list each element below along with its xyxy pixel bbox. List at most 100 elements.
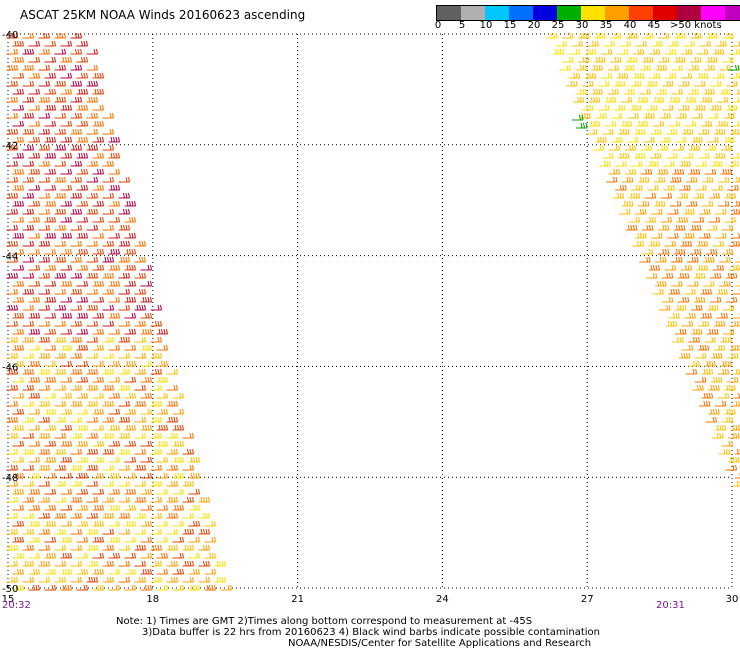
wind-barb bbox=[692, 192, 705, 199]
wind-barb bbox=[6, 128, 18, 135]
barb-flag bbox=[38, 40, 40, 47]
wind-barb bbox=[38, 544, 50, 551]
wind-barb bbox=[54, 480, 66, 487]
barb-flag bbox=[731, 160, 734, 167]
barb-flag bbox=[8, 368, 11, 375]
barb-flag bbox=[646, 96, 649, 103]
barb-flag bbox=[738, 240, 740, 247]
barb-flag bbox=[65, 408, 67, 415]
barb-flag bbox=[115, 472, 118, 479]
barb-flag bbox=[635, 184, 638, 191]
wind-barb bbox=[70, 272, 82, 279]
barb-flag bbox=[109, 288, 112, 295]
barb-flag bbox=[676, 208, 679, 215]
barb-flag bbox=[94, 408, 97, 415]
barb-flag bbox=[29, 512, 32, 519]
wind-barb bbox=[102, 336, 114, 343]
wind-barb bbox=[60, 56, 72, 63]
barb-flag bbox=[607, 48, 610, 55]
barb-flag bbox=[113, 424, 115, 431]
wind-barb bbox=[700, 288, 712, 295]
barb-flag bbox=[173, 560, 176, 567]
barb-flag bbox=[607, 104, 610, 111]
barb-flag bbox=[657, 64, 660, 71]
wind-barb bbox=[204, 536, 216, 543]
barb-flag bbox=[651, 248, 654, 255]
wind-barb bbox=[92, 280, 104, 287]
wind-barb bbox=[118, 480, 130, 487]
wind-barb bbox=[582, 80, 594, 87]
wind-barb bbox=[188, 504, 200, 511]
barb-flag bbox=[160, 432, 162, 439]
barb-flag bbox=[102, 232, 104, 239]
barb-flag bbox=[83, 568, 86, 575]
barb-flag bbox=[707, 88, 710, 95]
wind-barb bbox=[12, 56, 24, 63]
wind-barb bbox=[12, 328, 24, 335]
wind-barb bbox=[172, 472, 184, 479]
wind-barb bbox=[22, 80, 34, 87]
barb-flag bbox=[648, 80, 651, 87]
barb-flag bbox=[19, 376, 22, 383]
wind-barb bbox=[696, 48, 709, 55]
wind-barb bbox=[721, 248, 734, 255]
barb-flag bbox=[704, 344, 707, 351]
wind-barb bbox=[76, 280, 88, 287]
barb-flag bbox=[211, 552, 214, 559]
barb-flag bbox=[48, 496, 50, 503]
barb-flag bbox=[735, 272, 738, 279]
barb-flag bbox=[45, 208, 48, 215]
barb-flag bbox=[705, 120, 708, 127]
wind-barb bbox=[684, 96, 697, 103]
wind-barb bbox=[616, 72, 629, 79]
barb-flag bbox=[684, 272, 687, 279]
barb-flag bbox=[704, 352, 707, 359]
barb-flag bbox=[35, 168, 38, 175]
barb-flag bbox=[682, 272, 685, 279]
barb-flag bbox=[678, 32, 681, 39]
wind-barb bbox=[44, 280, 56, 287]
barb-flag bbox=[16, 576, 18, 583]
barb-flag bbox=[648, 88, 651, 95]
barb-flag bbox=[77, 192, 80, 199]
wind-barb bbox=[728, 72, 740, 79]
barb-flag bbox=[115, 408, 118, 415]
wind-barb bbox=[705, 248, 718, 255]
barb-flag bbox=[152, 480, 155, 487]
barb-flag bbox=[189, 544, 192, 551]
barb-flag bbox=[705, 256, 708, 263]
barb-flag bbox=[643, 128, 646, 135]
barb-flag bbox=[580, 40, 583, 47]
barb-flag bbox=[17, 344, 19, 351]
wind-barb bbox=[118, 448, 130, 455]
barb-flag bbox=[697, 336, 700, 343]
barb-flag bbox=[109, 256, 112, 263]
barb-flag bbox=[49, 456, 51, 463]
wind-barb bbox=[92, 488, 104, 495]
barb-flag bbox=[179, 424, 182, 431]
barb-flag bbox=[671, 176, 674, 183]
barb-flag bbox=[35, 360, 38, 367]
barb-flag bbox=[647, 144, 650, 151]
wind-barb bbox=[28, 248, 40, 255]
barb-flag bbox=[64, 336, 66, 343]
wind-barb bbox=[102, 464, 114, 471]
wind-barb bbox=[70, 48, 82, 55]
barb-flag bbox=[27, 48, 29, 55]
wind-barb bbox=[616, 48, 629, 55]
barb-flag bbox=[70, 312, 72, 319]
barb-flag bbox=[102, 472, 104, 479]
barb-flag bbox=[27, 560, 29, 567]
barb-flag bbox=[620, 128, 623, 135]
barb-flag bbox=[599, 144, 602, 151]
wind-barb bbox=[642, 56, 654, 63]
barb-flag bbox=[48, 352, 50, 359]
wind-barb bbox=[188, 552, 200, 559]
barb-flag bbox=[216, 576, 219, 583]
wind-barb bbox=[684, 288, 696, 295]
barb-flag bbox=[634, 80, 637, 87]
barb-flag bbox=[75, 176, 77, 183]
barb-flag bbox=[176, 464, 178, 471]
barb-flag bbox=[142, 344, 145, 351]
barb-flag bbox=[662, 248, 665, 255]
